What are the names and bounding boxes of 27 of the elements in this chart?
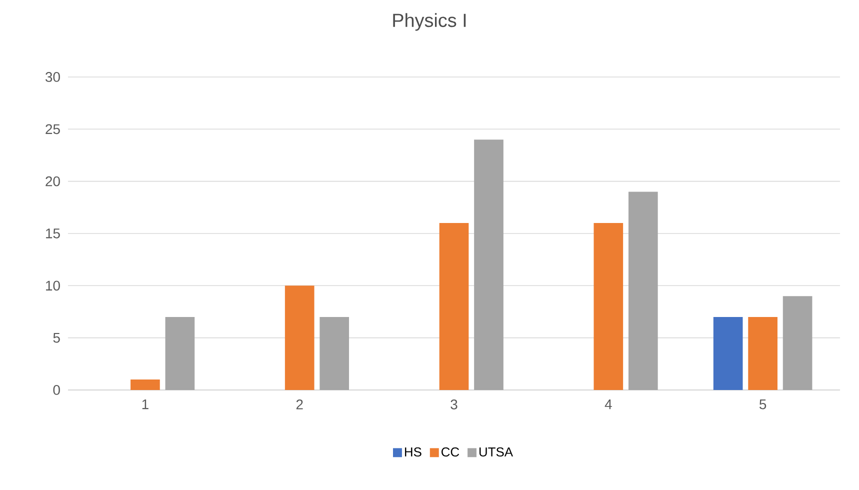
bar (628, 192, 658, 390)
y-tick-label: 0 (53, 385, 60, 395)
bar (284, 286, 314, 390)
legend-label: HS (405, 447, 422, 457)
legend-label: UTSA (480, 447, 514, 457)
bar (165, 316, 195, 390)
x-tick-label: 5 (759, 400, 766, 410)
bar (320, 316, 350, 390)
legend-label: CC (442, 447, 460, 457)
x-tick-label: 3 (450, 399, 458, 410)
bar (130, 380, 160, 390)
x-tick-label: 2 (296, 399, 303, 410)
chart-title: Physics I (393, 13, 466, 31)
x-tick-label: 4 (604, 400, 612, 410)
bar (594, 223, 624, 390)
y-tick-label: 30 (46, 72, 60, 82)
bar (748, 316, 778, 390)
y-tick-label: 25 (46, 124, 60, 134)
y-tick-label: 5 (53, 332, 60, 343)
bar (782, 296, 812, 390)
y-tick-label: 20 (46, 176, 60, 186)
y-tick-label: 10 (46, 280, 60, 291)
y-tick-label: 15 (46, 228, 60, 238)
bar (439, 223, 469, 390)
bar (474, 140, 504, 390)
x-tick-label: 1 (142, 400, 148, 410)
bar (713, 316, 743, 390)
